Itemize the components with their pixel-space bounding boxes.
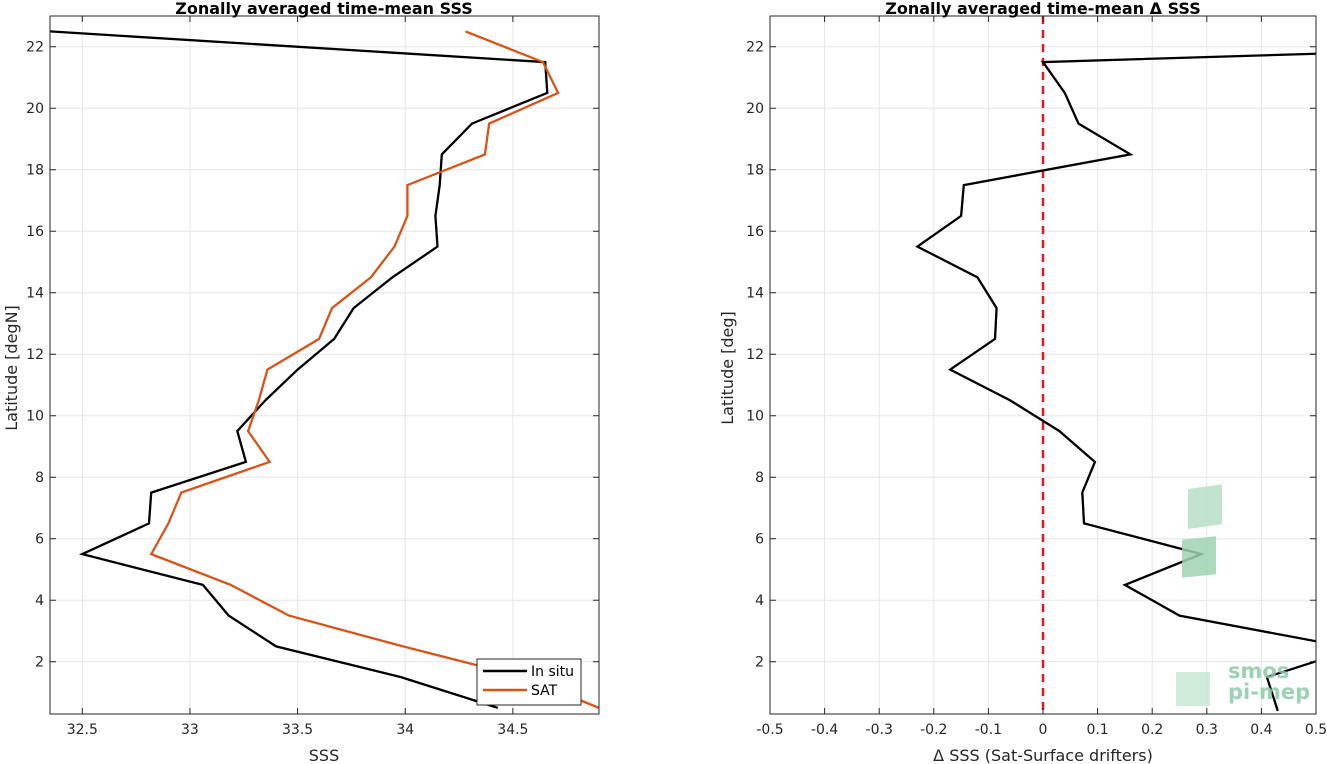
left-series	[50, 30, 599, 709]
right-x-tick-label: -0.3	[866, 722, 893, 738]
right-x-tick-label: -0.2	[920, 722, 947, 738]
legend-box	[476, 658, 582, 706]
left-y-tick-label: 22	[26, 40, 44, 56]
right-x-tick-label: 0.3	[1196, 722, 1218, 738]
right-y-tick-label: 22	[746, 40, 764, 56]
right-y-tick-label: 16	[746, 224, 764, 240]
right-y-tick-label: 20	[746, 101, 764, 117]
legend-label-sat: SAT	[531, 683, 558, 699]
logo-mark-mid	[1182, 536, 1216, 578]
logo-text-smos: smos	[1228, 659, 1289, 683]
right-y-tick-label: 2	[755, 655, 764, 671]
left-y-tick-label: 20	[26, 101, 44, 117]
right-y-tick-label: 6	[755, 532, 764, 548]
left-y-tick-label: 8	[35, 470, 44, 486]
right-y-axis-label: Latitude [deg]	[718, 311, 737, 425]
left-grid	[50, 16, 599, 714]
legend-label-in-situ: In situ	[531, 664, 574, 680]
right-y-tick-label: 10	[746, 409, 764, 425]
left-chart-title: Zonally averaged time-mean SSS	[175, 0, 473, 18]
logo-text-pi-mep: pi-mep	[1228, 680, 1310, 704]
left-y-tick-label: 12	[26, 347, 44, 363]
right-x-tick-label: -0.1	[975, 722, 1002, 738]
logo-mark-front	[1176, 672, 1210, 706]
left-y-tick-label: 14	[26, 286, 44, 302]
left-y-axis-label: Latitude [degN]	[2, 305, 21, 431]
left-x-axis-label: SSS	[309, 746, 339, 764]
right-x-tick-label: -0.4	[811, 722, 838, 738]
right-y-tick-label: 12	[746, 347, 764, 363]
right-y-tick-label: 8	[755, 470, 764, 486]
left-x-tick-label: 34	[396, 722, 414, 738]
left-axes-background	[50, 16, 599, 714]
left-x-tick-label: 33.5	[282, 722, 313, 738]
left-y-tick-label: 18	[26, 163, 44, 179]
right-x-tick-label: 0.2	[1141, 722, 1163, 738]
legend: In situ SAT	[476, 658, 582, 706]
right-y-tick-label: 4	[755, 593, 764, 609]
right-y-tick-label: 18	[746, 163, 764, 179]
logo-mark-back	[1188, 484, 1222, 530]
right-x-tick-label: 0.5	[1305, 722, 1327, 738]
left-x-tick-label: 32.5	[67, 722, 98, 738]
left-panel: 32.5 33 33.5 34 34.5 2 4 6 8 10 12 14 16 18 20 22 Zonal…	[2, 0, 600, 764]
left-axes-frame	[49, 15, 600, 715]
left-y-tick-label: 2	[35, 655, 44, 671]
right-x-tick-label: 0.1	[1086, 722, 1108, 738]
left-series-line-in-situ	[50, 30, 549, 709]
left-x-tick-label: 33	[181, 722, 199, 738]
right-x-tick-label: -0.5	[756, 722, 783, 738]
left-ticks: 32.5 33 33.5 34 34.5 2 4 6 8 10 12 14 16 18 20 22	[26, 16, 599, 738]
left-y-tick-label: 16	[26, 224, 44, 240]
left-y-tick-label: 6	[35, 532, 44, 548]
left-y-tick-label: 10	[26, 409, 44, 425]
left-y-tick-label: 4	[35, 593, 44, 609]
right-x-axis-label: Δ SSS (Sat-Surface drifters)	[933, 746, 1153, 764]
right-x-tick-label: 0	[1039, 722, 1048, 738]
smos-pi-mep-logo: smos pi-mep	[1176, 484, 1310, 706]
right-panel: -0.5 -0.4 -0.3 -0.2 -0.1 0 0.1 0.2 0.3 0.4 0.5 2 4 6 8…	[718, 0, 1327, 764]
left-series-line-sat	[149, 30, 599, 709]
left-x-tick-label: 34.5	[497, 722, 528, 738]
right-series-line-delta-sss	[915, 52, 1316, 712]
right-ticks: -0.5 -0.4 -0.3 -0.2 -0.1 0 0.1 0.2 0.3 0.4 0.5 2 4 6 8…	[746, 16, 1327, 738]
right-y-tick-label: 14	[746, 286, 764, 302]
right-x-tick-label: 0.4	[1250, 722, 1272, 738]
right-chart-title: Zonally averaged time-mean Δ SSS	[885, 0, 1201, 18]
right-series	[915, 16, 1316, 714]
